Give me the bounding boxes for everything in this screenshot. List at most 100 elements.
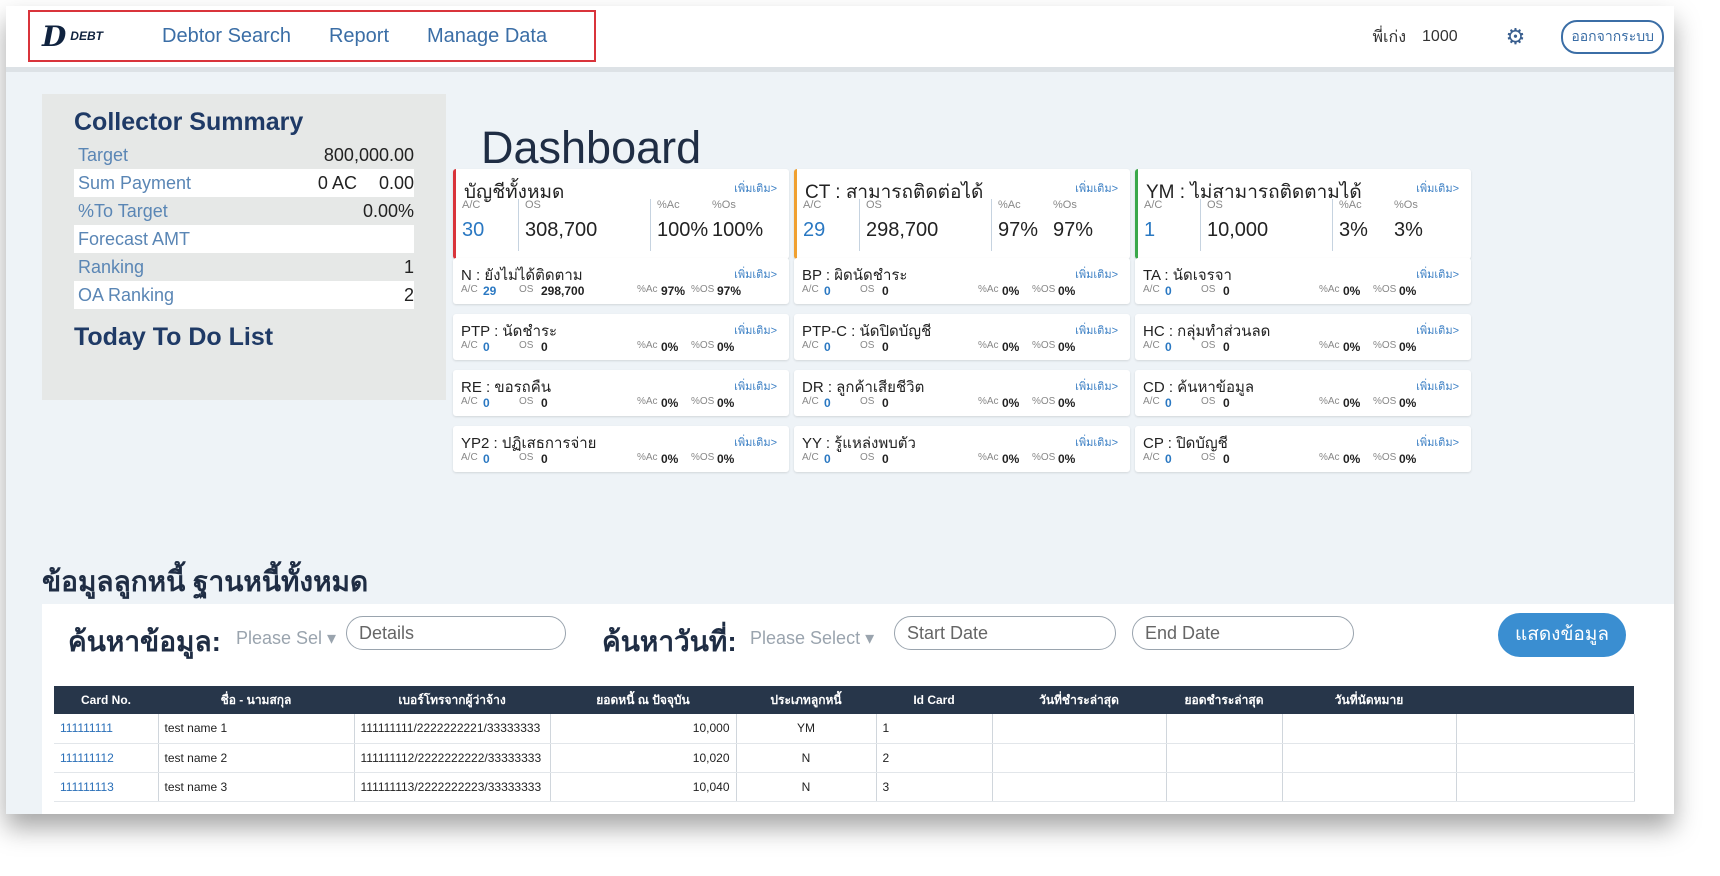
- show-data-button[interactable]: แสดงข้อมูล: [1498, 613, 1626, 657]
- card-title: RE : ขอรถคืน: [461, 379, 552, 396]
- col-id-card[interactable]: Id Card: [876, 686, 992, 714]
- os-label: OS: [519, 452, 534, 463]
- card-title: บัญชีทั้งหมด: [464, 182, 565, 203]
- os-label: OS: [525, 199, 541, 211]
- gear-icon[interactable]: ⚙: [1505, 24, 1526, 49]
- pct-ac-label: %Ac: [1319, 452, 1340, 463]
- card-no-link[interactable]: 111111113: [54, 772, 159, 802]
- more-link[interactable]: เพิ่มเติม>: [734, 381, 777, 393]
- table-cell: 10,020: [550, 743, 737, 773]
- pct-os-label: %OS: [1373, 452, 1397, 463]
- os-label: OS: [1201, 284, 1216, 295]
- pct-ac-value: 0%: [661, 396, 679, 410]
- pct-ac-label: %Ac: [637, 340, 658, 351]
- ac-value: 0: [483, 340, 490, 354]
- status-card: DR : ลูกค้าเสียชีวิต เพิ่มเติม> A/C 0 OS 0 %Ac…: [794, 370, 1130, 416]
- os-value: 0: [1223, 284, 1230, 298]
- os-value: 298,700: [541, 284, 585, 298]
- os-label: OS: [860, 284, 875, 295]
- nav-link-report[interactable]: Report: [328, 24, 389, 47]
- col-debtor-type[interactable]: ประเภทลูกหนี้: [736, 686, 876, 714]
- logo[interactable]: D DEBT: [42, 20, 162, 53]
- details-input[interactable]: Details: [346, 616, 566, 650]
- more-link[interactable]: เพิ่มเติม>: [734, 437, 777, 449]
- col-name[interactable]: ชื่อ - นามสกุล: [158, 686, 354, 714]
- more-link[interactable]: เพิ่มเติม>: [1075, 325, 1118, 337]
- more-link[interactable]: เพิ่มเติม>: [1075, 437, 1118, 449]
- end-date-input[interactable]: End Date: [1132, 616, 1354, 650]
- col-card-no[interactable]: Card No.: [54, 686, 158, 714]
- ac-value: 0: [1165, 284, 1172, 298]
- more-link[interactable]: เพิ่มเติม>: [1416, 269, 1459, 281]
- ac-label: A/C: [1143, 396, 1160, 407]
- pct-os-value: 0%: [717, 340, 735, 354]
- start-date-input[interactable]: Start Date: [894, 616, 1116, 650]
- summary-row-oa-ranking: OA Ranking 2: [74, 281, 414, 309]
- pct-os-label: %OS: [691, 340, 715, 351]
- more-link[interactable]: เพิ่มเติม>: [734, 269, 777, 281]
- search-field-select[interactable]: Please Sel ▾: [236, 628, 337, 648]
- more-link[interactable]: เพิ่มเติม>: [1075, 381, 1118, 393]
- date-search-label: ค้นหาวันที่:: [602, 626, 737, 657]
- nav-link-manage-data[interactable]: Manage Data: [427, 24, 548, 47]
- more-link[interactable]: เพิ่มเติม>: [1075, 183, 1118, 195]
- col-phone[interactable]: เบอร์โทรจากผู้ว่าจ้าง: [354, 686, 550, 714]
- col-balance[interactable]: ยอดหนี้ ณ ปัจจุบัน: [550, 686, 736, 714]
- pct-ac-value: 0%: [661, 340, 679, 354]
- pct-os-label: %OS: [1373, 284, 1397, 295]
- collector-summary-title: Collector Summary: [74, 108, 304, 136]
- pct-os-label: %OS: [691, 284, 715, 295]
- ac-value: 0: [824, 452, 831, 466]
- pct-ac-label: %Ac: [1319, 340, 1340, 351]
- pct-os-label: %Os: [712, 199, 736, 211]
- more-link[interactable]: เพิ่มเติม>: [1416, 183, 1459, 195]
- card-title: PTP-C : นัดปิดบัญชี: [802, 323, 932, 340]
- nav-link-debtor-search[interactable]: Debtor Search: [162, 24, 291, 47]
- col-last-pay-date[interactable]: วันที่ชำระล่าสุด: [992, 686, 1166, 714]
- pct-ac-label: %Ac: [637, 396, 658, 407]
- more-link[interactable]: เพิ่มเติม>: [1416, 381, 1459, 393]
- card-no-link[interactable]: 111111112: [54, 743, 159, 773]
- pct-ac-value: 0%: [1002, 452, 1020, 466]
- table-cell: [1282, 772, 1457, 802]
- os-value: 0: [541, 396, 548, 410]
- more-link[interactable]: เพิ่มเติม>: [1075, 269, 1118, 281]
- user-id: 1000: [1422, 28, 1458, 45]
- pct-ac-label: %Ac: [998, 199, 1021, 211]
- col-last-pay-amount[interactable]: ยอดชำระล่าสุด: [1166, 686, 1282, 714]
- pct-os-label: %OS: [1032, 452, 1056, 463]
- card-title: BP : ผิดนัดชำระ: [802, 267, 908, 284]
- app-screen: D DEBT Debtor Search Report Manage Data …: [6, 6, 1674, 814]
- today-todo-title[interactable]: Today To Do List: [74, 323, 274, 351]
- status-card: PTP : นัดชำระ เพิ่มเติม> A/C 0 OS 0 %Ac 0% %OS 0%: [453, 314, 789, 360]
- os-label: OS: [1207, 199, 1223, 211]
- pct-ac-label: %Ac: [978, 396, 999, 407]
- more-link[interactable]: เพิ่มเติม>: [734, 183, 777, 195]
- debtor-section-title: ข้อมูลลูกหนี้ ฐานหนี้ทั้งหมด: [42, 566, 369, 597]
- col-appointment-date[interactable]: วันที่นัดหมาย: [1282, 686, 1456, 714]
- table-row[interactable]: 111111113 test name 3 111111113/2222222223…: [54, 772, 1635, 802]
- table-row[interactable]: 111111111 test name 1 111111111/2222222221…: [54, 714, 1635, 744]
- pct-os-label: %OS: [1032, 284, 1056, 295]
- table-cell: 111111113/2222222223/33333333: [354, 772, 551, 802]
- date-field-select[interactable]: Please Select ▾: [750, 628, 875, 648]
- os-value: 0: [882, 284, 889, 298]
- ac-value: 0: [824, 396, 831, 410]
- user-name: พี่เก่ง: [1372, 28, 1407, 46]
- ac-label: A/C: [461, 284, 478, 295]
- status-card: HC : กลุ่มทำส่วนลด เพิ่มเติม> A/C 0 OS 0 %Ac 0%…: [1135, 314, 1471, 360]
- logout-button[interactable]: ออกจากระบบ: [1561, 20, 1664, 54]
- pct-ac-value: 97%: [661, 284, 686, 298]
- table-cell: [1166, 714, 1283, 744]
- pct-os-value: 0%: [1058, 284, 1076, 298]
- more-link[interactable]: เพิ่มเติม>: [734, 325, 777, 337]
- card-no-link[interactable]: 111111111: [54, 714, 159, 744]
- pct-ac-label: %Ac: [637, 284, 658, 295]
- more-link[interactable]: เพิ่มเติม>: [1416, 437, 1459, 449]
- more-link[interactable]: เพิ่มเติม>: [1416, 325, 1459, 337]
- table-row[interactable]: 111111112 test name 2 111111112/2222222222…: [54, 743, 1635, 773]
- pct-ac-label: %Ac: [1319, 284, 1340, 295]
- search-panel: ค้นหาข้อมูล: Please Sel ▾ Details ค้นหาว…: [42, 604, 1674, 814]
- summary-row-target: Target 800,000.00: [78, 144, 414, 165]
- os-value: 0: [1223, 452, 1230, 466]
